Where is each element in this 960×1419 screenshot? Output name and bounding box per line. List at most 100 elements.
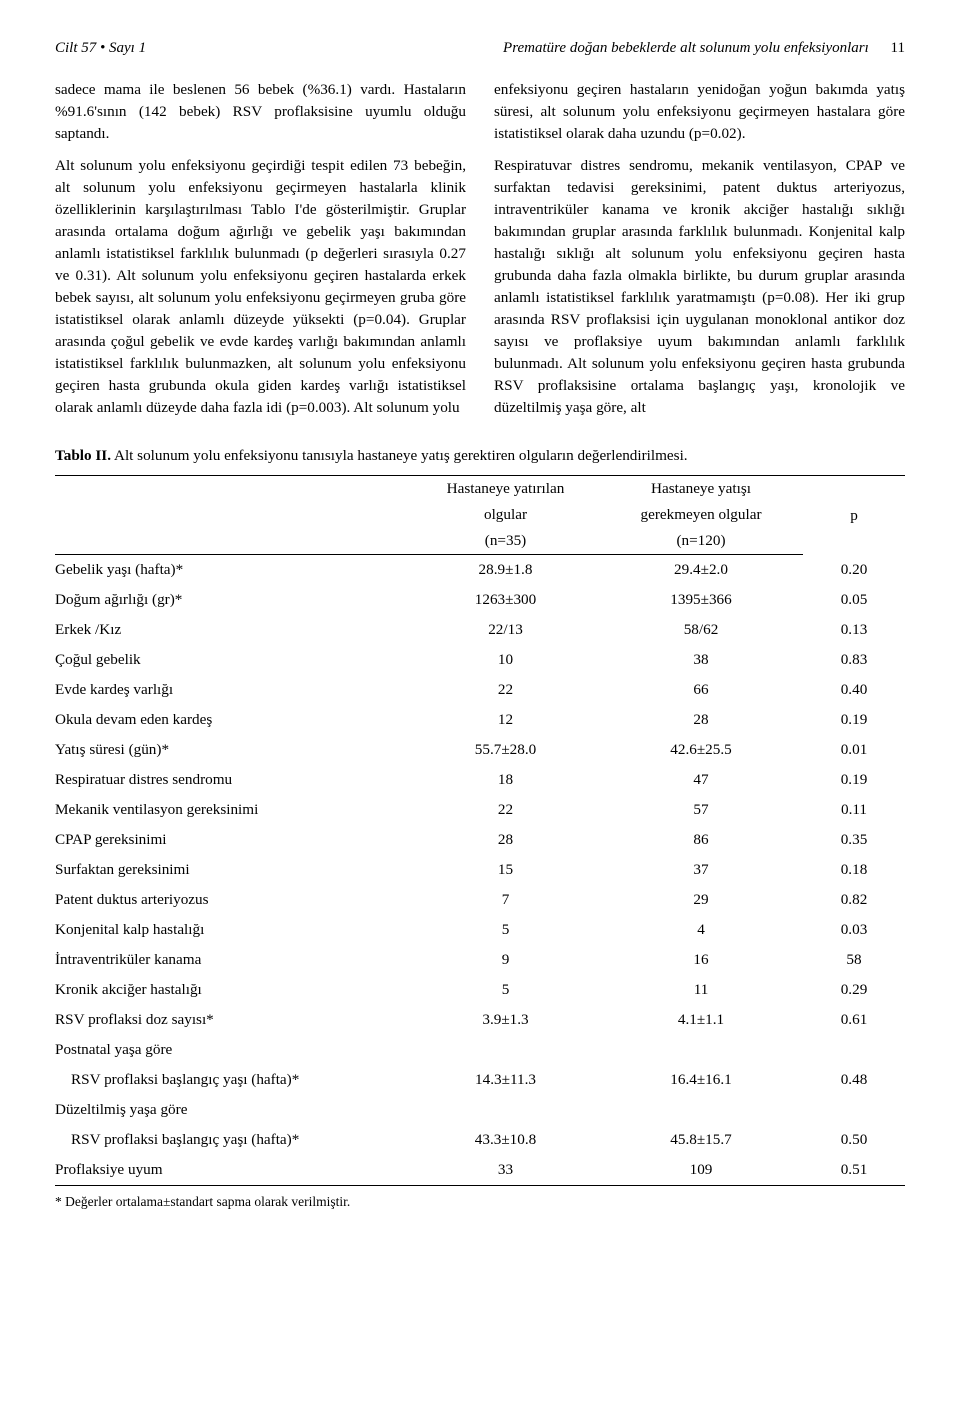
table-row: CPAP gereksinimi28860.35 — [55, 825, 905, 855]
table-cell-value: 0.13 — [803, 615, 905, 645]
table-cell-value: 0.50 — [803, 1125, 905, 1155]
table-2: Hastaneye yatırılan Hastaneye yatışı p o… — [55, 475, 905, 1186]
table-cell-value: 86 — [599, 825, 803, 855]
table-cell-label: RSV proflaksi doz sayısı* — [55, 1005, 412, 1035]
table-cell-value: 22/13 — [412, 615, 599, 645]
table-cell-value: 55.7±28.0 — [412, 735, 599, 765]
table-cell-value: 14.3±11.3 — [412, 1065, 599, 1095]
table-2-header-g2-l3: (n=120) — [599, 528, 803, 555]
table-2-footnote: * Değerler ortalama±standart sapma olara… — [55, 1194, 905, 1210]
table-row: Proflaksiye uyum331090.51 — [55, 1155, 905, 1186]
table-cell-value: 18 — [412, 765, 599, 795]
table-row: İntraventriküler kanama91658 — [55, 945, 905, 975]
table-2-header-g2-l2: gerekmeyen olgular — [599, 502, 803, 528]
table-cell-value: 0.61 — [803, 1005, 905, 1035]
table-cell-label: Mekanik ventilasyon gereksinimi — [55, 795, 412, 825]
table-cell-value: 22 — [412, 675, 599, 705]
table-row: Konjenital kalp hastalığı540.03 — [55, 915, 905, 945]
table-cell-label: Gebelik yaşı (hafta)* — [55, 555, 412, 586]
table-cell-label: Kronik akciğer hastalığı — [55, 975, 412, 1005]
table-cell-value: 28 — [599, 705, 803, 735]
table-2-caption-label: Tablo II. — [55, 447, 111, 464]
table-cell-value: 22 — [412, 795, 599, 825]
table-cell-value: 0.83 — [803, 645, 905, 675]
table-cell-value: 38 — [599, 645, 803, 675]
table-cell-value: 58 — [803, 945, 905, 975]
table-cell-value: 4.1±1.1 — [599, 1005, 803, 1035]
table-cell-label: Okula devam eden kardeş — [55, 705, 412, 735]
table-cell-label: RSV proflaksi başlangıç yaşı (hafta)* — [55, 1125, 412, 1155]
table-row: Çoğul gebelik10380.83 — [55, 645, 905, 675]
page-number: 11 — [891, 40, 905, 57]
table-row: Düzeltilmiş yaşa göre — [55, 1095, 905, 1125]
table-cell-label: Evde kardeş varlığı — [55, 675, 412, 705]
table-2-header-p: p — [803, 476, 905, 555]
table-row: Erkek /Kız22/1358/620.13 — [55, 615, 905, 645]
table-cell-value: 0.35 — [803, 825, 905, 855]
table-cell-value — [803, 1035, 905, 1065]
table-cell-value: 0.40 — [803, 675, 905, 705]
table-cell-value: 37 — [599, 855, 803, 885]
table-cell-value: 29 — [599, 885, 803, 915]
table-cell-value: 15 — [412, 855, 599, 885]
table-cell-value: 1395±366 — [599, 585, 803, 615]
body-column-left: sadece mama ile beslenen 56 bebek (%36.1… — [55, 79, 466, 419]
table-cell-value: 0.03 — [803, 915, 905, 945]
table-row: Surfaktan gereksinimi15370.18 — [55, 855, 905, 885]
table-cell-value: 10 — [412, 645, 599, 675]
running-head-title: Prematüre doğan bebeklerde alt solunum y… — [503, 40, 869, 56]
table-cell-value: 7 — [412, 885, 599, 915]
table-cell-label: Doğum ağırlığı (gr)* — [55, 585, 412, 615]
table-cell-value — [803, 1095, 905, 1125]
table-cell-value: 0.29 — [803, 975, 905, 1005]
table-cell-value — [599, 1035, 803, 1065]
table-cell-value: 4 — [599, 915, 803, 945]
table-cell-value — [599, 1095, 803, 1125]
table-cell-value: 57 — [599, 795, 803, 825]
table-2-header-g1-l3: (n=35) — [412, 528, 599, 555]
table-row: Gebelik yaşı (hafta)*28.9±1.829.4±2.00.2… — [55, 555, 905, 586]
table-cell-value: 29.4±2.0 — [599, 555, 803, 586]
table-cell-label: Patent duktus arteriyozus — [55, 885, 412, 915]
table-cell-value: 0.82 — [803, 885, 905, 915]
table-cell-value: 58/62 — [599, 615, 803, 645]
table-cell-value: 11 — [599, 975, 803, 1005]
table-row: Kronik akciğer hastalığı5110.29 — [55, 975, 905, 1005]
table-cell-value: 16.4±16.1 — [599, 1065, 803, 1095]
table-cell-value: 45.8±15.7 — [599, 1125, 803, 1155]
table-cell-value: 66 — [599, 675, 803, 705]
table-cell-value — [412, 1035, 599, 1065]
table-cell-value: 16 — [599, 945, 803, 975]
table-cell-value: 5 — [412, 975, 599, 1005]
table-cell-label: Yatış süresi (gün)* — [55, 735, 412, 765]
table-2-caption: Tablo II. Alt solunum yolu enfeksiyonu t… — [55, 447, 905, 465]
table-row: Evde kardeş varlığı22660.40 — [55, 675, 905, 705]
table-cell-label: Proflaksiye uyum — [55, 1155, 412, 1186]
table-cell-value: 0.01 — [803, 735, 905, 765]
table-cell-value: 28.9±1.8 — [412, 555, 599, 586]
running-head-left: Cilt 57 • Sayı 1 — [55, 40, 146, 57]
table-cell-value: 0.19 — [803, 705, 905, 735]
table-cell-label: Çoğul gebelik — [55, 645, 412, 675]
table-cell-label: Respiratuar distres sendromu — [55, 765, 412, 795]
table-2-header-g1-l2: olgular — [412, 502, 599, 528]
table-cell-value: 3.9±1.3 — [412, 1005, 599, 1035]
table-cell-value: 1263±300 — [412, 585, 599, 615]
table-cell-value — [412, 1095, 599, 1125]
table-cell-value: 47 — [599, 765, 803, 795]
table-2-header-empty — [55, 476, 412, 503]
body-columns: sadece mama ile beslenen 56 bebek (%36.1… — [55, 79, 905, 419]
table-cell-label: Postnatal yaşa göre — [55, 1035, 412, 1065]
table-row: Mekanik ventilasyon gereksinimi22570.11 — [55, 795, 905, 825]
table-cell-value: 42.6±25.5 — [599, 735, 803, 765]
table-cell-label: RSV proflaksi başlangıç yaşı (hafta)* — [55, 1065, 412, 1095]
running-head: Cilt 57 • Sayı 1 Prematüre doğan bebekle… — [55, 40, 905, 57]
table-row: Patent duktus arteriyozus7290.82 — [55, 885, 905, 915]
table-cell-value: 0.11 — [803, 795, 905, 825]
table-cell-value: 9 — [412, 945, 599, 975]
table-2-header-g1-l1: Hastaneye yatırılan — [412, 476, 599, 503]
table-row: RSV proflaksi başlangıç yaşı (hafta)*43.… — [55, 1125, 905, 1155]
table-2-header-g2-l1: Hastaneye yatışı — [599, 476, 803, 503]
table-cell-label: Surfaktan gereksinimi — [55, 855, 412, 885]
table-cell-value: 12 — [412, 705, 599, 735]
